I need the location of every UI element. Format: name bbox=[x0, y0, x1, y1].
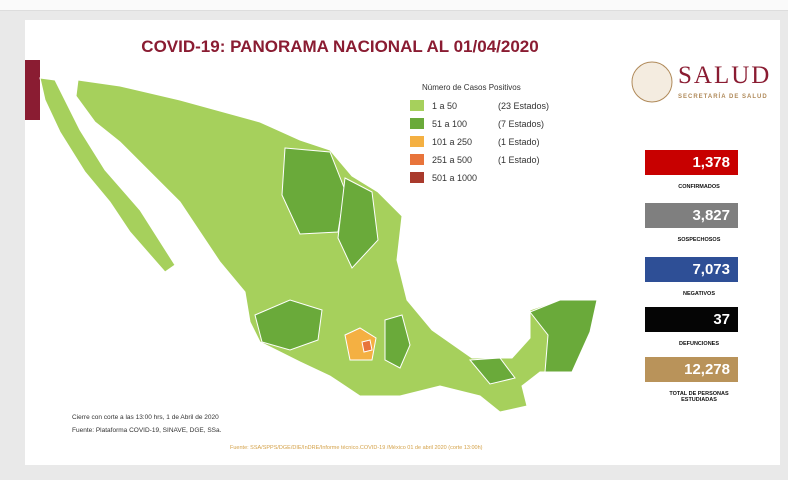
baja-california bbox=[39, 77, 176, 273]
note: Fuente: Plataforma COVID-19, SINAVE, DGE… bbox=[72, 427, 222, 434]
legend-range: 501 a 1000 bbox=[432, 172, 478, 183]
mainland bbox=[75, 79, 598, 413]
stat-label: TOTAL DE PERSONAS ESTUDIADAS bbox=[669, 391, 729, 403]
legend-range: 1 a 50 bbox=[432, 100, 458, 111]
state-orange bbox=[344, 327, 377, 361]
legend-count: (1 Estado) bbox=[498, 136, 540, 147]
legend-item: 101 a 250 (1 Estado) bbox=[410, 136, 540, 147]
stat-value: 3,827 bbox=[645, 203, 738, 228]
legend-swatch bbox=[410, 154, 424, 165]
legend-swatch bbox=[410, 172, 424, 183]
stat-value: 37 bbox=[645, 307, 738, 332]
state-dark bbox=[468, 357, 516, 385]
stat-value: 1,378 bbox=[645, 150, 738, 175]
logo-emblem bbox=[631, 61, 673, 103]
legend-swatch bbox=[410, 136, 424, 147]
stat-value: 12,278 bbox=[645, 357, 738, 382]
state-dark bbox=[384, 314, 411, 369]
title: COVID-19: PANORAMA NACIONAL AL 01/04/202… bbox=[141, 37, 539, 56]
state-dark bbox=[337, 177, 379, 269]
logo-name: SALUD bbox=[678, 62, 772, 89]
legend-count: (7 Estados) bbox=[498, 118, 545, 129]
stat-value: 7,073 bbox=[645, 257, 738, 282]
logo-subtitle: SECRETARÍA DE SALUD bbox=[678, 94, 768, 100]
stat-label: NEGATIVOS bbox=[683, 291, 715, 297]
legend-swatch bbox=[410, 100, 424, 111]
legend-item: 1 a 50 (23 Estados) bbox=[410, 100, 549, 111]
top-bar bbox=[0, 0, 788, 11]
legend-item: 251 a 500 (1 Estado) bbox=[410, 154, 540, 165]
note: Cierre con corte a las 13:00 hrs, 1 de A… bbox=[72, 414, 219, 421]
legend-item: 51 a 100 (7 Estados) bbox=[410, 118, 544, 129]
legend-swatch bbox=[410, 118, 424, 129]
legend-count: (23 Estados) bbox=[498, 100, 550, 111]
legend-count: (1 Estado) bbox=[498, 154, 540, 165]
state-dark bbox=[254, 299, 323, 351]
accent-bar bbox=[25, 60, 40, 120]
stat-label: DEFUNCIONES bbox=[678, 341, 720, 347]
state-dark bbox=[529, 299, 598, 373]
stat-label: CONFIRMADOS bbox=[678, 184, 720, 190]
legend-range: 51 a 100 bbox=[432, 118, 468, 129]
source: Fuente: SSA/SPPS/DGE/DIE/InDRE/Informe t… bbox=[230, 445, 483, 451]
state-red bbox=[361, 339, 373, 353]
legend-item: 501 a 1000 bbox=[410, 172, 498, 183]
legend-title: Número de Casos Positivos bbox=[422, 83, 521, 92]
legend-range: 251 a 500 bbox=[432, 154, 473, 165]
legend-range: 101 a 250 bbox=[432, 136, 473, 147]
stat-label: SOSPECHOSOS bbox=[677, 237, 721, 243]
state-dark bbox=[281, 147, 346, 235]
